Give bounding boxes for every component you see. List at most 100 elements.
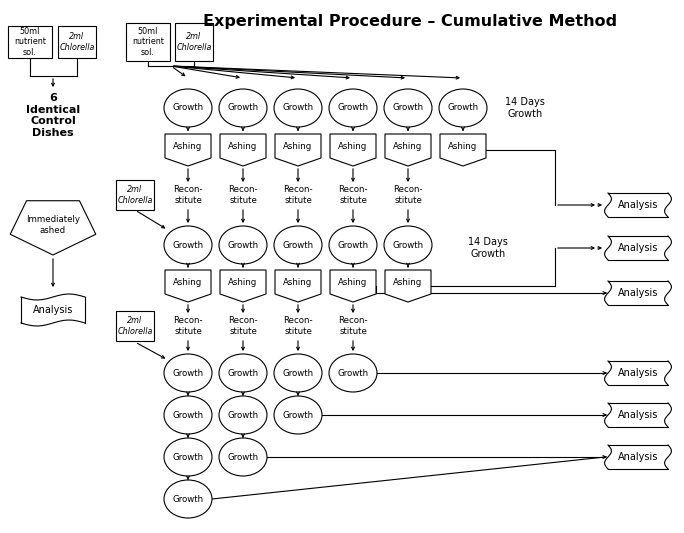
Ellipse shape — [164, 226, 212, 264]
Text: Recon-
stitute: Recon- stitute — [338, 316, 368, 336]
Text: Ashing: Ashing — [393, 142, 423, 151]
Polygon shape — [385, 134, 431, 166]
Text: Ashing: Ashing — [283, 278, 313, 287]
Polygon shape — [21, 294, 85, 326]
Ellipse shape — [164, 396, 212, 434]
Text: Recon-
stitute: Recon- stitute — [173, 316, 203, 336]
Text: Recon-
stitute: Recon- stitute — [283, 316, 313, 336]
Text: Analysis: Analysis — [618, 243, 658, 253]
Polygon shape — [165, 134, 211, 166]
Text: Growth: Growth — [228, 453, 259, 462]
Ellipse shape — [219, 396, 267, 434]
Ellipse shape — [274, 89, 322, 127]
Text: Growth: Growth — [337, 240, 369, 249]
Ellipse shape — [164, 480, 212, 518]
FancyBboxPatch shape — [116, 311, 154, 341]
Text: Growth: Growth — [228, 368, 259, 377]
Text: Growth: Growth — [282, 240, 313, 249]
Ellipse shape — [274, 354, 322, 392]
Text: Ashing: Ashing — [393, 278, 423, 287]
Text: Growth: Growth — [172, 368, 204, 377]
Text: Ashing: Ashing — [228, 142, 258, 151]
Polygon shape — [10, 201, 96, 255]
Text: 2ml
Chlorella: 2ml Chlorella — [60, 33, 94, 52]
Polygon shape — [605, 361, 672, 385]
Polygon shape — [330, 134, 376, 166]
Text: Growth: Growth — [337, 368, 369, 377]
Text: 6
Identical
Control
Dishes: 6 Identical Control Dishes — [26, 93, 80, 138]
Text: 14 Days
Growth: 14 Days Growth — [505, 97, 545, 119]
Polygon shape — [220, 270, 266, 302]
Text: Growth: Growth — [172, 240, 204, 249]
Text: 2ml
Chlorella: 2ml Chlorella — [118, 316, 153, 336]
Text: Ashing: Ashing — [283, 142, 313, 151]
Ellipse shape — [164, 354, 212, 392]
Ellipse shape — [329, 354, 377, 392]
Polygon shape — [605, 193, 672, 217]
Text: Recon-
stitute: Recon- stitute — [338, 185, 368, 205]
Text: Growth: Growth — [172, 410, 204, 419]
Text: 50ml
nutrient
sol.: 50ml nutrient sol. — [14, 27, 46, 57]
Text: Growth: Growth — [228, 240, 259, 249]
Ellipse shape — [164, 89, 212, 127]
Text: 2ml
Chlorella: 2ml Chlorella — [176, 33, 211, 52]
Text: Recon-
stitute: Recon- stitute — [173, 185, 203, 205]
Text: Recon-
stitute: Recon- stitute — [393, 185, 423, 205]
Ellipse shape — [439, 89, 487, 127]
Polygon shape — [385, 270, 431, 302]
Ellipse shape — [384, 89, 432, 127]
Polygon shape — [165, 270, 211, 302]
FancyBboxPatch shape — [126, 23, 170, 61]
Text: Analysis: Analysis — [618, 410, 658, 420]
Ellipse shape — [219, 354, 267, 392]
Text: Analysis: Analysis — [618, 368, 658, 378]
Ellipse shape — [384, 226, 432, 264]
Polygon shape — [275, 270, 321, 302]
Polygon shape — [605, 445, 672, 469]
Text: Growth: Growth — [172, 453, 204, 462]
Text: Ashing: Ashing — [228, 278, 258, 287]
Text: Ashing: Ashing — [339, 278, 367, 287]
Text: Immediately
ashed: Immediately ashed — [26, 215, 80, 235]
Ellipse shape — [219, 89, 267, 127]
Text: Growth: Growth — [228, 410, 259, 419]
Text: Growth: Growth — [393, 240, 423, 249]
Text: Recon-
stitute: Recon- stitute — [228, 185, 258, 205]
Polygon shape — [330, 270, 376, 302]
Text: Growth: Growth — [393, 103, 423, 112]
Ellipse shape — [329, 226, 377, 264]
Text: Recon-
stitute: Recon- stitute — [228, 316, 258, 336]
Text: Growth: Growth — [282, 368, 313, 377]
Text: Analysis: Analysis — [618, 200, 658, 210]
Text: 50ml
nutrient
sol.: 50ml nutrient sol. — [132, 27, 164, 57]
Polygon shape — [275, 134, 321, 166]
Ellipse shape — [274, 396, 322, 434]
Text: 2ml
Chlorella: 2ml Chlorella — [118, 185, 153, 205]
Polygon shape — [605, 236, 672, 260]
Polygon shape — [440, 134, 486, 166]
Ellipse shape — [219, 438, 267, 476]
FancyBboxPatch shape — [116, 180, 154, 210]
FancyBboxPatch shape — [175, 23, 213, 61]
Text: Experimental Procedure – Cumulative Method: Experimental Procedure – Cumulative Meth… — [203, 14, 617, 29]
Text: Growth: Growth — [282, 410, 313, 419]
Ellipse shape — [274, 226, 322, 264]
Text: Analysis: Analysis — [618, 452, 658, 462]
Text: Growth: Growth — [282, 103, 313, 112]
Polygon shape — [605, 403, 672, 427]
Ellipse shape — [329, 89, 377, 127]
Ellipse shape — [164, 438, 212, 476]
Text: Growth: Growth — [172, 495, 204, 504]
Text: 14 Days
Growth: 14 Days Growth — [468, 237, 508, 259]
Ellipse shape — [219, 226, 267, 264]
Text: Growth: Growth — [337, 103, 369, 112]
Text: Analysis: Analysis — [618, 288, 658, 298]
Polygon shape — [605, 281, 672, 305]
FancyBboxPatch shape — [58, 26, 96, 58]
FancyBboxPatch shape — [8, 26, 52, 58]
Text: Growth: Growth — [228, 103, 259, 112]
Text: Ashing: Ashing — [173, 278, 202, 287]
Text: Growth: Growth — [447, 103, 479, 112]
Text: Ashing: Ashing — [449, 142, 477, 151]
Text: Analysis: Analysis — [33, 305, 73, 315]
